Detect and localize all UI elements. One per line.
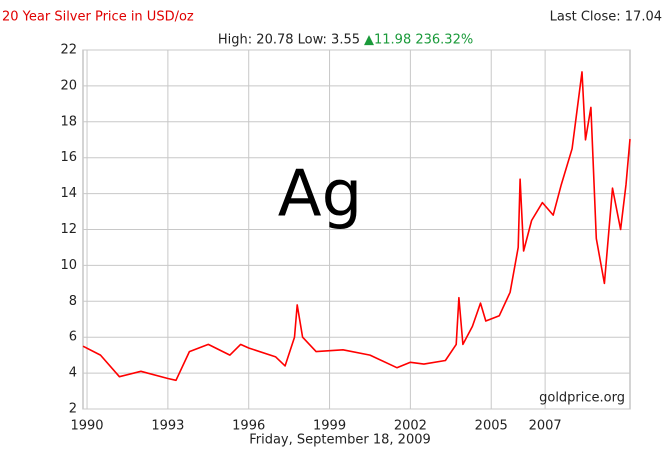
date: Friday, September 18, 2009	[249, 433, 431, 448]
source: goldprice.org	[539, 391, 625, 406]
change: ▲11.98 236.32%	[364, 33, 473, 48]
symbol: Ag	[278, 158, 362, 232]
x-tick-label: 1993	[151, 419, 184, 434]
chart-title: 20 Year Silver Price in USD/oz	[2, 10, 194, 25]
last-close: Last Close: 17.04	[550, 10, 662, 25]
subtitle: High: 20.78 Low: 3.55	[218, 33, 360, 48]
x-tick-label: 2007	[529, 419, 562, 434]
x-tick-label: 2005	[475, 419, 508, 434]
y-tick-label: 16	[60, 150, 77, 165]
y-tick-label: 10	[60, 258, 77, 273]
y-tick-label: 8	[69, 294, 77, 309]
y-tick-label: 18	[60, 114, 77, 129]
x-tick-label: 1990	[70, 419, 103, 434]
x-tick-label: 2002	[394, 419, 427, 434]
y-tick-label: 20	[60, 78, 77, 93]
price-line	[82, 71, 631, 382]
y-tick-label: 2	[69, 402, 77, 417]
y-tick-label: 14	[60, 186, 77, 201]
y-tick-label: 22	[60, 43, 77, 58]
y-tick-label: 6	[69, 330, 77, 345]
x-tick-label: 1996	[232, 419, 265, 434]
y-tick-label: 12	[60, 222, 77, 237]
x-tick-label: 1999	[313, 419, 346, 434]
y-tick-label: 4	[69, 366, 77, 381]
